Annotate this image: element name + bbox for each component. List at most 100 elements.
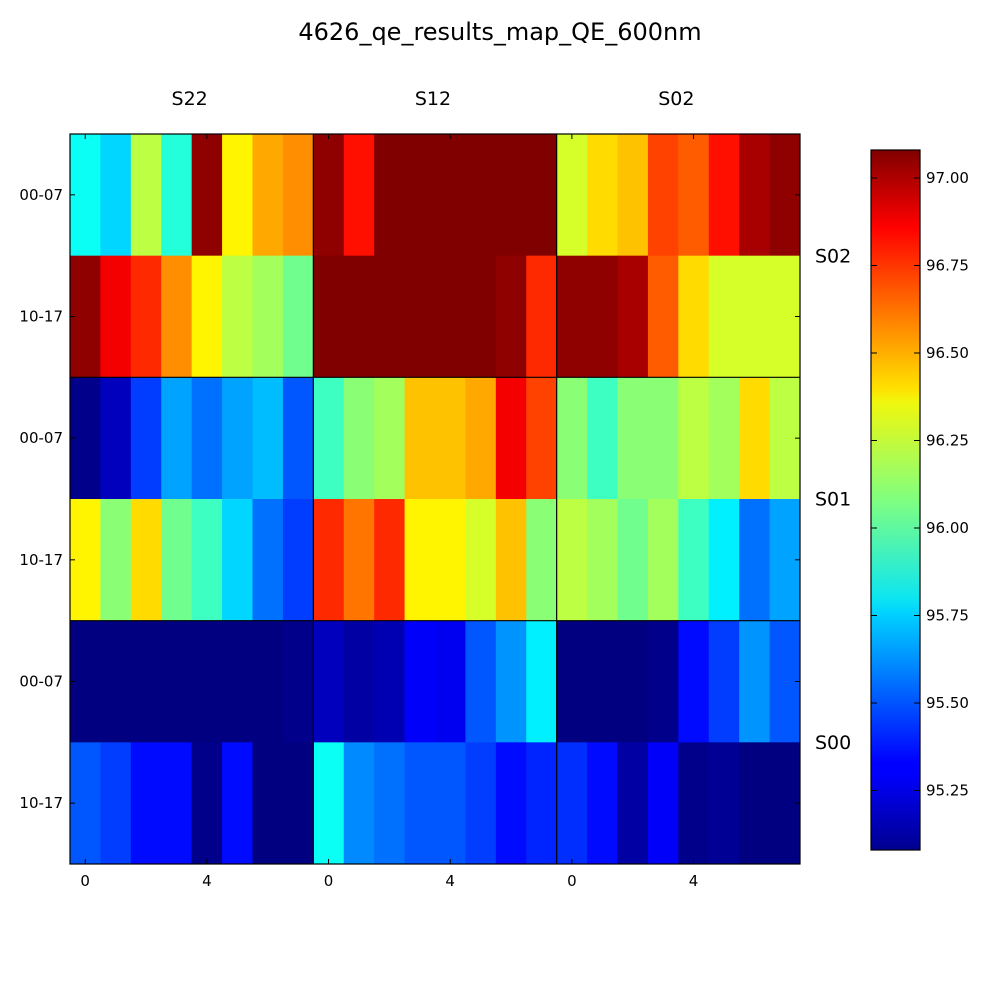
row-group-labels: S02 S01 S00 bbox=[815, 245, 851, 754]
heatmap-cell bbox=[313, 620, 345, 743]
heatmap-cell bbox=[130, 499, 162, 622]
heatmap-cell bbox=[161, 255, 193, 378]
heatmap-cell bbox=[647, 377, 679, 500]
colorbar-tick-label: 96.25 bbox=[926, 432, 969, 450]
heatmap-cell bbox=[465, 742, 497, 865]
heatmap-cell bbox=[556, 134, 588, 257]
heatmap-cell bbox=[404, 499, 436, 622]
x-axis-ticks: 0 4 0 4 0 4 bbox=[80, 134, 698, 890]
heatmap-cell bbox=[100, 742, 132, 865]
heatmap-cell bbox=[252, 499, 284, 622]
heatmap-cell bbox=[191, 620, 223, 743]
heatmap-cell bbox=[282, 499, 314, 622]
heatmap-cell bbox=[100, 134, 132, 257]
heatmap-cell bbox=[526, 499, 558, 622]
heatmap-cell bbox=[647, 499, 679, 622]
heatmap-cell bbox=[678, 499, 710, 622]
y-tick-label: 10-17 bbox=[19, 794, 63, 812]
colorbar-tick-label: 95.50 bbox=[926, 694, 969, 712]
heatmap-cell bbox=[343, 377, 375, 500]
heatmap-cell bbox=[556, 620, 588, 743]
heatmap-cell bbox=[282, 742, 314, 865]
colorbar-tick-label: 97.00 bbox=[926, 169, 969, 187]
heatmap-cell bbox=[343, 134, 375, 257]
heatmap-cell bbox=[404, 742, 436, 865]
heatmap-cell bbox=[647, 255, 679, 378]
x-tick-label: 0 bbox=[80, 872, 90, 890]
heatmap-cell bbox=[374, 377, 406, 500]
heatmap-cell bbox=[465, 377, 497, 500]
heatmap-cell bbox=[435, 134, 466, 257]
heatmap-cell bbox=[465, 499, 497, 622]
x-tick-label: 4 bbox=[689, 872, 699, 890]
heatmap-cell bbox=[526, 255, 558, 378]
colorbar-tick-label: 95.25 bbox=[926, 782, 969, 800]
heatmap-cell bbox=[526, 620, 558, 743]
heatmap-cell bbox=[130, 377, 162, 500]
column-group-label: S12 bbox=[415, 88, 451, 110]
heatmap-cell bbox=[313, 134, 345, 257]
heatmap-cell bbox=[313, 742, 345, 865]
heatmap-cell bbox=[435, 742, 466, 865]
heatmap-cell bbox=[495, 377, 527, 500]
heatmap-cell bbox=[678, 620, 710, 743]
heatmap-cell bbox=[617, 620, 649, 743]
heatmap-cell bbox=[222, 499, 253, 622]
heatmap-cell bbox=[252, 377, 284, 500]
heatmap-cell bbox=[161, 134, 193, 257]
heatmap-cell bbox=[374, 134, 406, 257]
heatmap-cell bbox=[678, 255, 710, 378]
heatmap-cell bbox=[495, 499, 527, 622]
heatmap-cell bbox=[495, 255, 527, 378]
heatmap-cell bbox=[282, 377, 314, 500]
y-tick-label: 10-17 bbox=[19, 308, 63, 326]
row-group-label: S02 bbox=[815, 245, 851, 267]
heatmap-cell bbox=[708, 742, 740, 865]
chart-title: 4626_qe_results_map_QE_600nm bbox=[298, 18, 701, 46]
heatmap-cell bbox=[100, 255, 132, 378]
x-tick-label: 0 bbox=[567, 872, 577, 890]
heatmap-cell bbox=[70, 377, 101, 500]
heatmap-cell bbox=[343, 499, 375, 622]
heatmap-cell bbox=[617, 742, 649, 865]
heatmap-cell bbox=[556, 377, 588, 500]
heatmap-cell bbox=[222, 134, 253, 257]
heatmap-cell bbox=[435, 620, 466, 743]
y-tick-label: 00-07 bbox=[19, 186, 63, 204]
heatmap-cell bbox=[404, 134, 436, 257]
y-tick-label: 10-17 bbox=[19, 551, 63, 569]
heatmap-cell bbox=[222, 742, 253, 865]
heatmap-cell bbox=[526, 134, 558, 257]
heatmap-cell bbox=[252, 134, 284, 257]
heatmap-cell bbox=[708, 620, 740, 743]
heatmap-cell bbox=[161, 377, 193, 500]
heatmap-cell bbox=[130, 620, 162, 743]
heatmap-cell bbox=[70, 255, 101, 378]
heatmap-cell bbox=[374, 742, 406, 865]
heatmap-cell bbox=[191, 499, 223, 622]
heatmap-cell bbox=[708, 255, 740, 378]
heatmap-cell bbox=[435, 255, 466, 378]
heatmap-cell bbox=[587, 134, 618, 257]
colorbar-tick-label: 96.75 bbox=[926, 257, 969, 275]
heatmap-cell bbox=[282, 620, 314, 743]
heatmap-cell bbox=[465, 620, 497, 743]
column-group-label: S22 bbox=[172, 88, 208, 110]
heatmap-cell bbox=[495, 134, 527, 257]
heatmap-cell bbox=[404, 377, 436, 500]
heatmap-cell bbox=[647, 620, 679, 743]
heatmap-cell bbox=[100, 377, 132, 500]
heatmap-cell bbox=[374, 499, 406, 622]
heatmap-cell bbox=[647, 742, 679, 865]
heatmap-cell bbox=[191, 255, 223, 378]
heatmap-cell bbox=[161, 620, 193, 743]
heatmap-cell bbox=[191, 742, 223, 865]
heatmap-cell bbox=[465, 255, 497, 378]
heatmap-cell bbox=[252, 620, 284, 743]
heatmap-cell bbox=[252, 742, 284, 865]
heatmap-cell bbox=[495, 742, 527, 865]
heatmap-cell bbox=[495, 620, 527, 743]
column-group-label: S02 bbox=[658, 88, 694, 110]
colorbar-tick-label: 96.00 bbox=[926, 519, 969, 537]
heatmap-cell bbox=[70, 620, 101, 743]
